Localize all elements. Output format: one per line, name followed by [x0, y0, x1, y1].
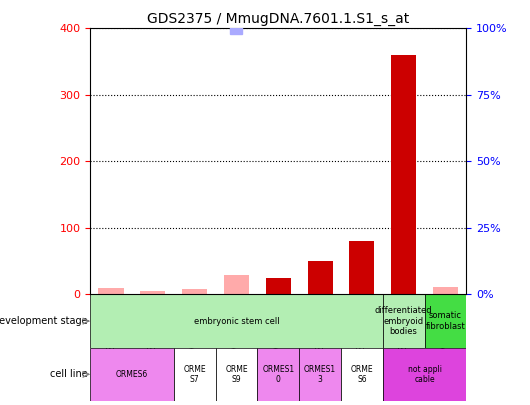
Bar: [349, 241, 374, 294]
Text: differentiated
embryoid
bodies: differentiated embryoid bodies: [375, 306, 432, 336]
Text: ORMES1
3: ORMES1 3: [304, 364, 336, 384]
FancyBboxPatch shape: [258, 348, 299, 401]
FancyBboxPatch shape: [425, 294, 466, 348]
Bar: [266, 278, 291, 294]
Text: ORMES1
0: ORMES1 0: [262, 364, 294, 384]
Bar: [224, 275, 249, 294]
FancyBboxPatch shape: [383, 348, 466, 401]
FancyBboxPatch shape: [299, 348, 341, 401]
FancyBboxPatch shape: [341, 348, 383, 401]
Text: ORME
S9: ORME S9: [225, 364, 248, 384]
Text: ORMES6: ORMES6: [116, 370, 148, 379]
Title: GDS2375 / MmugDNA.7601.1.S1_s_at: GDS2375 / MmugDNA.7601.1.S1_s_at: [147, 12, 409, 26]
FancyBboxPatch shape: [174, 348, 216, 401]
Text: embryonic stem cell: embryonic stem cell: [193, 317, 279, 326]
Text: cell line: cell line: [50, 369, 88, 379]
Bar: [140, 291, 165, 294]
FancyBboxPatch shape: [90, 348, 174, 401]
Text: not appli
cable: not appli cable: [408, 364, 441, 384]
FancyBboxPatch shape: [216, 348, 258, 401]
Bar: [182, 289, 207, 294]
FancyBboxPatch shape: [383, 294, 425, 348]
Bar: [307, 261, 333, 294]
Bar: [99, 288, 123, 294]
Text: development stage: development stage: [0, 316, 88, 326]
FancyBboxPatch shape: [90, 294, 383, 348]
Bar: [433, 286, 458, 294]
Text: ORME
S7: ORME S7: [183, 364, 206, 384]
Text: somatic
fibroblast: somatic fibroblast: [426, 311, 465, 331]
Bar: [391, 55, 416, 294]
Text: ORME
S6: ORME S6: [350, 364, 373, 384]
